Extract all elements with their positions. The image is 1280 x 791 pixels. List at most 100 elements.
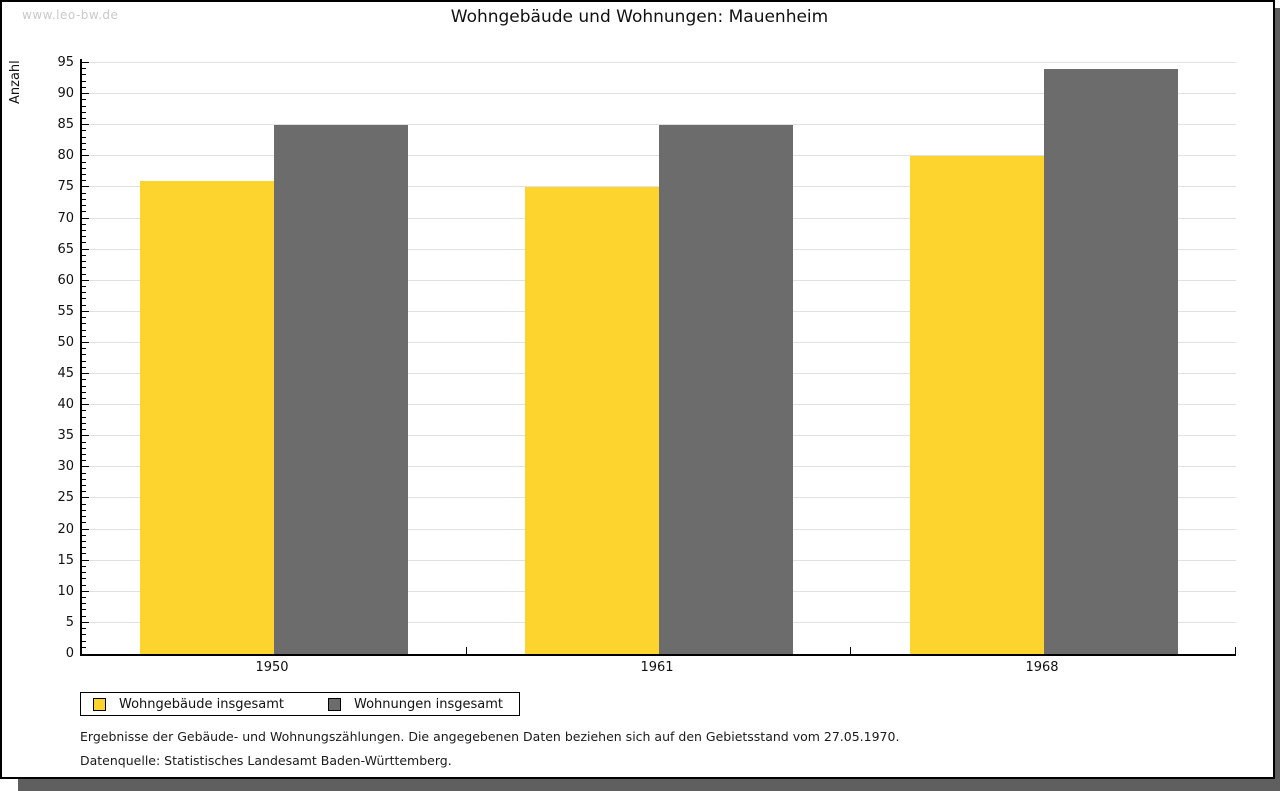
minor-ytick bbox=[82, 205, 86, 207]
minor-ytick bbox=[82, 547, 86, 549]
minor-ytick bbox=[82, 118, 86, 119]
chart-legend: Wohngebäude insgesamt Wohnungen insgesam… bbox=[80, 692, 520, 716]
y-axis-tick-label-65: 65 bbox=[57, 241, 74, 257]
minor-ytick bbox=[82, 410, 86, 412]
legend-item-wohngebaeude: Wohngebäude insgesamt bbox=[93, 697, 284, 712]
x-axis-boundary-tick bbox=[466, 647, 467, 654]
minor-ytick bbox=[82, 491, 86, 493]
minor-ytick bbox=[82, 460, 86, 462]
major-ytick bbox=[82, 217, 89, 219]
minor-ytick bbox=[82, 391, 86, 393]
minor-ytick bbox=[82, 541, 86, 543]
minor-ytick bbox=[82, 167, 86, 169]
legend-swatch-yellow-icon bbox=[93, 697, 106, 711]
minor-ytick bbox=[82, 261, 86, 263]
y-axis-tick-label-25: 25 bbox=[57, 490, 74, 506]
minor-ytick bbox=[82, 99, 86, 101]
minor-ytick bbox=[82, 173, 86, 175]
minor-ytick bbox=[82, 142, 86, 144]
minor-ytick bbox=[82, 292, 86, 294]
bar-wohnungen-1950 bbox=[274, 125, 408, 654]
y-axis-tick-label-30: 30 bbox=[57, 459, 74, 475]
minor-ytick bbox=[82, 254, 86, 256]
minor-ytick bbox=[82, 360, 86, 362]
footnote-data-source: Datenquelle: Statistisches Landesamt Bad… bbox=[80, 753, 452, 768]
minor-ytick bbox=[82, 534, 86, 536]
minor-ytick bbox=[82, 416, 86, 418]
y-axis-tick-label-10: 10 bbox=[57, 583, 74, 599]
minor-ytick bbox=[82, 348, 86, 350]
x-axis-label-1950: 1950 bbox=[255, 660, 289, 675]
y-axis-tick-label-90: 90 bbox=[57, 86, 74, 102]
minor-ytick bbox=[82, 503, 86, 505]
minor-ytick bbox=[82, 298, 86, 300]
minor-ytick bbox=[82, 646, 86, 648]
y-axis-title: Anzahl bbox=[8, 60, 23, 104]
minor-ytick bbox=[82, 317, 86, 319]
minor-ytick bbox=[82, 453, 86, 455]
major-ytick bbox=[82, 155, 89, 157]
bar-wohnungen-1968 bbox=[1044, 69, 1178, 654]
y-axis-tick-label-60: 60 bbox=[57, 272, 74, 288]
minor-ytick bbox=[82, 149, 86, 151]
minor-ytick bbox=[82, 397, 86, 399]
minor-ytick bbox=[82, 385, 86, 387]
minor-ytick bbox=[82, 136, 86, 138]
minor-ytick bbox=[82, 572, 86, 574]
minor-ytick bbox=[82, 111, 86, 113]
y-axis-tick-label-55: 55 bbox=[57, 303, 74, 319]
major-ytick bbox=[82, 497, 89, 499]
minor-ytick bbox=[82, 366, 86, 368]
minor-ytick bbox=[82, 192, 86, 194]
major-ytick bbox=[82, 62, 89, 64]
minor-ytick bbox=[82, 130, 86, 132]
minor-ytick bbox=[82, 478, 86, 480]
minor-ytick bbox=[82, 485, 86, 487]
major-ytick bbox=[82, 435, 89, 437]
y-axis-tick-label-35: 35 bbox=[57, 428, 74, 444]
minor-ytick bbox=[82, 211, 86, 213]
minor-ytick bbox=[82, 441, 86, 443]
y-axis-tick-label-85: 85 bbox=[57, 117, 74, 133]
plot-area bbox=[80, 59, 1236, 656]
major-ytick bbox=[82, 621, 89, 623]
legend-label-wohngebaeude: Wohngebäude insgesamt bbox=[119, 696, 284, 712]
minor-ytick bbox=[82, 229, 86, 231]
frame-shadow-bottom bbox=[18, 779, 1280, 791]
minor-ytick bbox=[82, 223, 86, 225]
minor-ytick bbox=[82, 422, 86, 424]
major-ytick bbox=[82, 248, 89, 250]
minor-ytick bbox=[82, 105, 86, 107]
y-axis-tick-label-5: 5 bbox=[65, 614, 74, 630]
minor-ytick bbox=[82, 267, 86, 269]
y-axis-tick-label-40: 40 bbox=[57, 397, 74, 413]
minor-ytick bbox=[82, 273, 86, 275]
frame-shadow-right bbox=[1275, 8, 1280, 791]
major-ytick bbox=[82, 124, 89, 126]
minor-ytick bbox=[82, 615, 86, 617]
major-ytick bbox=[82, 590, 89, 592]
major-ytick bbox=[82, 528, 89, 530]
minor-ytick bbox=[82, 329, 86, 331]
y-axis-tick-label-45: 45 bbox=[57, 366, 74, 382]
footnote-source-info: Ergebnisse der Gebäude- und Wohnungszähl… bbox=[80, 729, 900, 744]
watermark-link[interactable]: www.leo-bw.de bbox=[22, 8, 119, 22]
legend-swatch-gray-icon bbox=[328, 697, 341, 711]
gridline-85 bbox=[82, 124, 1236, 126]
bar-wohngebaeude-1950 bbox=[140, 181, 274, 654]
minor-ytick bbox=[82, 628, 86, 630]
minor-ytick bbox=[82, 86, 86, 88]
minor-ytick bbox=[82, 509, 86, 511]
minor-ytick bbox=[82, 429, 86, 431]
minor-ytick bbox=[82, 640, 86, 642]
minor-ytick bbox=[82, 578, 86, 580]
minor-ytick bbox=[82, 323, 86, 325]
major-ytick bbox=[82, 93, 89, 95]
x-axis-boundary-tick bbox=[1235, 647, 1236, 654]
minor-ytick bbox=[82, 379, 86, 381]
major-ytick bbox=[82, 341, 89, 343]
minor-ytick bbox=[82, 242, 86, 244]
minor-ytick bbox=[82, 285, 86, 287]
minor-ytick bbox=[82, 634, 86, 636]
minor-ytick bbox=[82, 603, 86, 605]
